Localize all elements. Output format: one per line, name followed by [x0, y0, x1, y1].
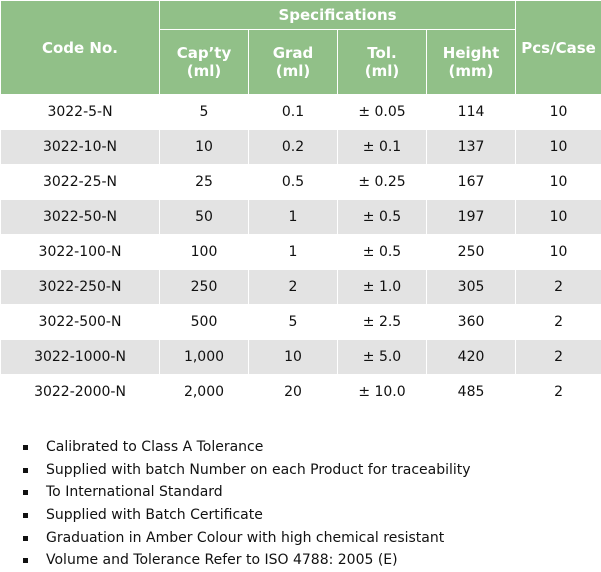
cell-code: 3022-100-N: [0, 234, 160, 270]
square-bullet-icon: [23, 467, 28, 473]
square-bullet-icon: [23, 445, 28, 450]
cell-pcs: 10: [515, 94, 601, 130]
cell-grad: 0.1: [248, 94, 338, 130]
table-row: 3022-25-N 25 0.5 ± 0.25 167 10: [0, 164, 601, 200]
spec-table: Code No. Specifications Pcs/Case Cap’ty …: [0, 0, 601, 410]
cell-grad: 5: [248, 304, 338, 340]
cell-pcs: 10: [515, 199, 601, 235]
cell-tolerance: ± 5.0: [337, 339, 427, 375]
square-bullet-icon: [23, 513, 28, 519]
list-item: Supplied with Batch Certificate: [0, 504, 471, 527]
cell-pcs: 2: [515, 374, 601, 410]
cell-pcs: 2: [515, 304, 601, 340]
cell-code: 3022-50-N: [0, 199, 160, 235]
cell-grad: 1: [248, 199, 338, 235]
list-item: Supplied with batch Number on each Produ…: [0, 459, 471, 482]
header-pcs-per-case: Pcs/Case: [515, 0, 601, 95]
cell-height: 420: [425, 339, 517, 375]
list-item-text: Graduation in Amber Colour with high che…: [46, 529, 445, 546]
cell-code: 3022-10-N: [0, 129, 160, 165]
cell-capacity: 25: [159, 164, 249, 200]
table-row: 3022-100-N 100 1 ± 0.5 250 10: [0, 234, 601, 270]
cell-tolerance: ± 2.5: [337, 304, 427, 340]
header-specifications: Specifications: [158, 0, 517, 30]
list-item: Volume and Tolerance Refer to ISO 4788: …: [0, 549, 471, 572]
cell-pcs: 10: [515, 164, 601, 200]
cell-tolerance: ± 0.05: [337, 94, 427, 130]
list-item-text: Calibrated to Class A Tolerance: [46, 439, 264, 455]
list-item-text: Supplied with Batch Certificate: [46, 507, 263, 524]
cell-code: 3022-500-N: [0, 304, 160, 340]
list-item: To International Standard: [0, 481, 471, 504]
cell-capacity: 5: [159, 94, 249, 130]
cell-capacity: 50: [159, 199, 249, 235]
cell-height: 197: [425, 199, 517, 235]
cell-height: 360: [425, 304, 517, 340]
cell-tolerance: ± 10.0: [337, 374, 427, 410]
cell-capacity: 100: [159, 234, 249, 270]
table-row: 3022-2000-N 2,000 20 ± 10.0 485 2: [0, 374, 601, 410]
list-item-text: Volume and Tolerance Refer to ISO 4788: …: [46, 552, 398, 569]
cell-capacity: 2,000: [159, 374, 249, 410]
cell-pcs: 2: [515, 339, 601, 375]
cell-capacity: 1,000: [159, 339, 249, 375]
cell-capacity: 250: [159, 269, 249, 305]
cell-code: 3022-1000-N: [0, 339, 160, 375]
cell-tolerance: ± 0.5: [337, 199, 427, 235]
cell-grad: 10: [248, 339, 338, 375]
cell-capacity: 500: [159, 304, 249, 340]
list-item: Calibrated to Class A Tolerance: [0, 436, 471, 459]
table-row: 3022-50-N 50 1 ± 0.5 197 10: [0, 199, 601, 235]
cell-tolerance: ± 0.25: [337, 164, 427, 200]
table-row: 3022-1000-N 1,000 10 ± 5.0 420 2: [0, 339, 601, 375]
table-row: 3022-10-N 10 0.2 ± 0.1 137 10: [0, 129, 601, 165]
cell-pcs: 10: [515, 234, 601, 270]
cell-grad: 0.2: [248, 129, 338, 165]
cell-grad: 1: [248, 234, 338, 270]
cell-pcs: 2: [515, 269, 601, 305]
list-item-text: To International Standard: [46, 484, 223, 501]
cell-tolerance: ± 0.1: [337, 129, 427, 165]
table-row: 3022-500-N 500 5 ± 2.5 360 2: [0, 304, 601, 340]
header-graduation-label: Grad (ml): [272, 44, 314, 80]
cell-height: 485: [425, 374, 517, 410]
list-item: Graduation in Amber Colour with high che…: [0, 527, 471, 550]
header-tolerance-label: Tol. (ml): [364, 44, 400, 80]
cell-pcs: 10: [515, 129, 601, 165]
header-graduation: Grad (ml): [248, 29, 338, 95]
cell-height: 250: [425, 234, 517, 270]
header-capacity: Cap’ty (ml): [159, 29, 249, 95]
cell-grad: 20: [248, 374, 338, 410]
cell-grad: 2: [248, 269, 338, 305]
cell-code: 3022-5-N: [0, 94, 160, 130]
cell-code: 3022-2000-N: [0, 374, 160, 410]
square-bullet-icon: [23, 558, 28, 564]
header-height: Height (mm): [425, 29, 517, 95]
cell-capacity: 10: [159, 129, 249, 165]
header-height-label: Height (mm): [442, 44, 500, 80]
feature-list: Calibrated to Class A Tolerance Supplied…: [0, 436, 471, 572]
cell-height: 305: [425, 269, 517, 305]
list-item-text: Supplied with batch Number on each Produ…: [46, 461, 471, 478]
square-bullet-icon: [23, 490, 28, 496]
cell-height: 114: [425, 94, 517, 130]
table-row: 3022-5-N 5 0.1 ± 0.05 114 10: [0, 94, 601, 130]
cell-grad: 0.5: [248, 164, 338, 200]
cell-height: 167: [425, 164, 517, 200]
header-capacity-label: Cap’ty (ml): [176, 44, 232, 80]
cell-height: 137: [425, 129, 517, 165]
table-row: 3022-250-N 250 2 ± 1.0 305 2: [0, 269, 601, 305]
header-tolerance: Tol. (ml): [337, 29, 427, 95]
square-bullet-icon: [23, 535, 28, 541]
header-code-no: Code No.: [0, 0, 160, 95]
cell-tolerance: ± 1.0: [337, 269, 427, 305]
cell-code: 3022-250-N: [0, 269, 160, 305]
cell-code: 3022-25-N: [0, 164, 160, 200]
cell-tolerance: ± 0.5: [337, 234, 427, 270]
